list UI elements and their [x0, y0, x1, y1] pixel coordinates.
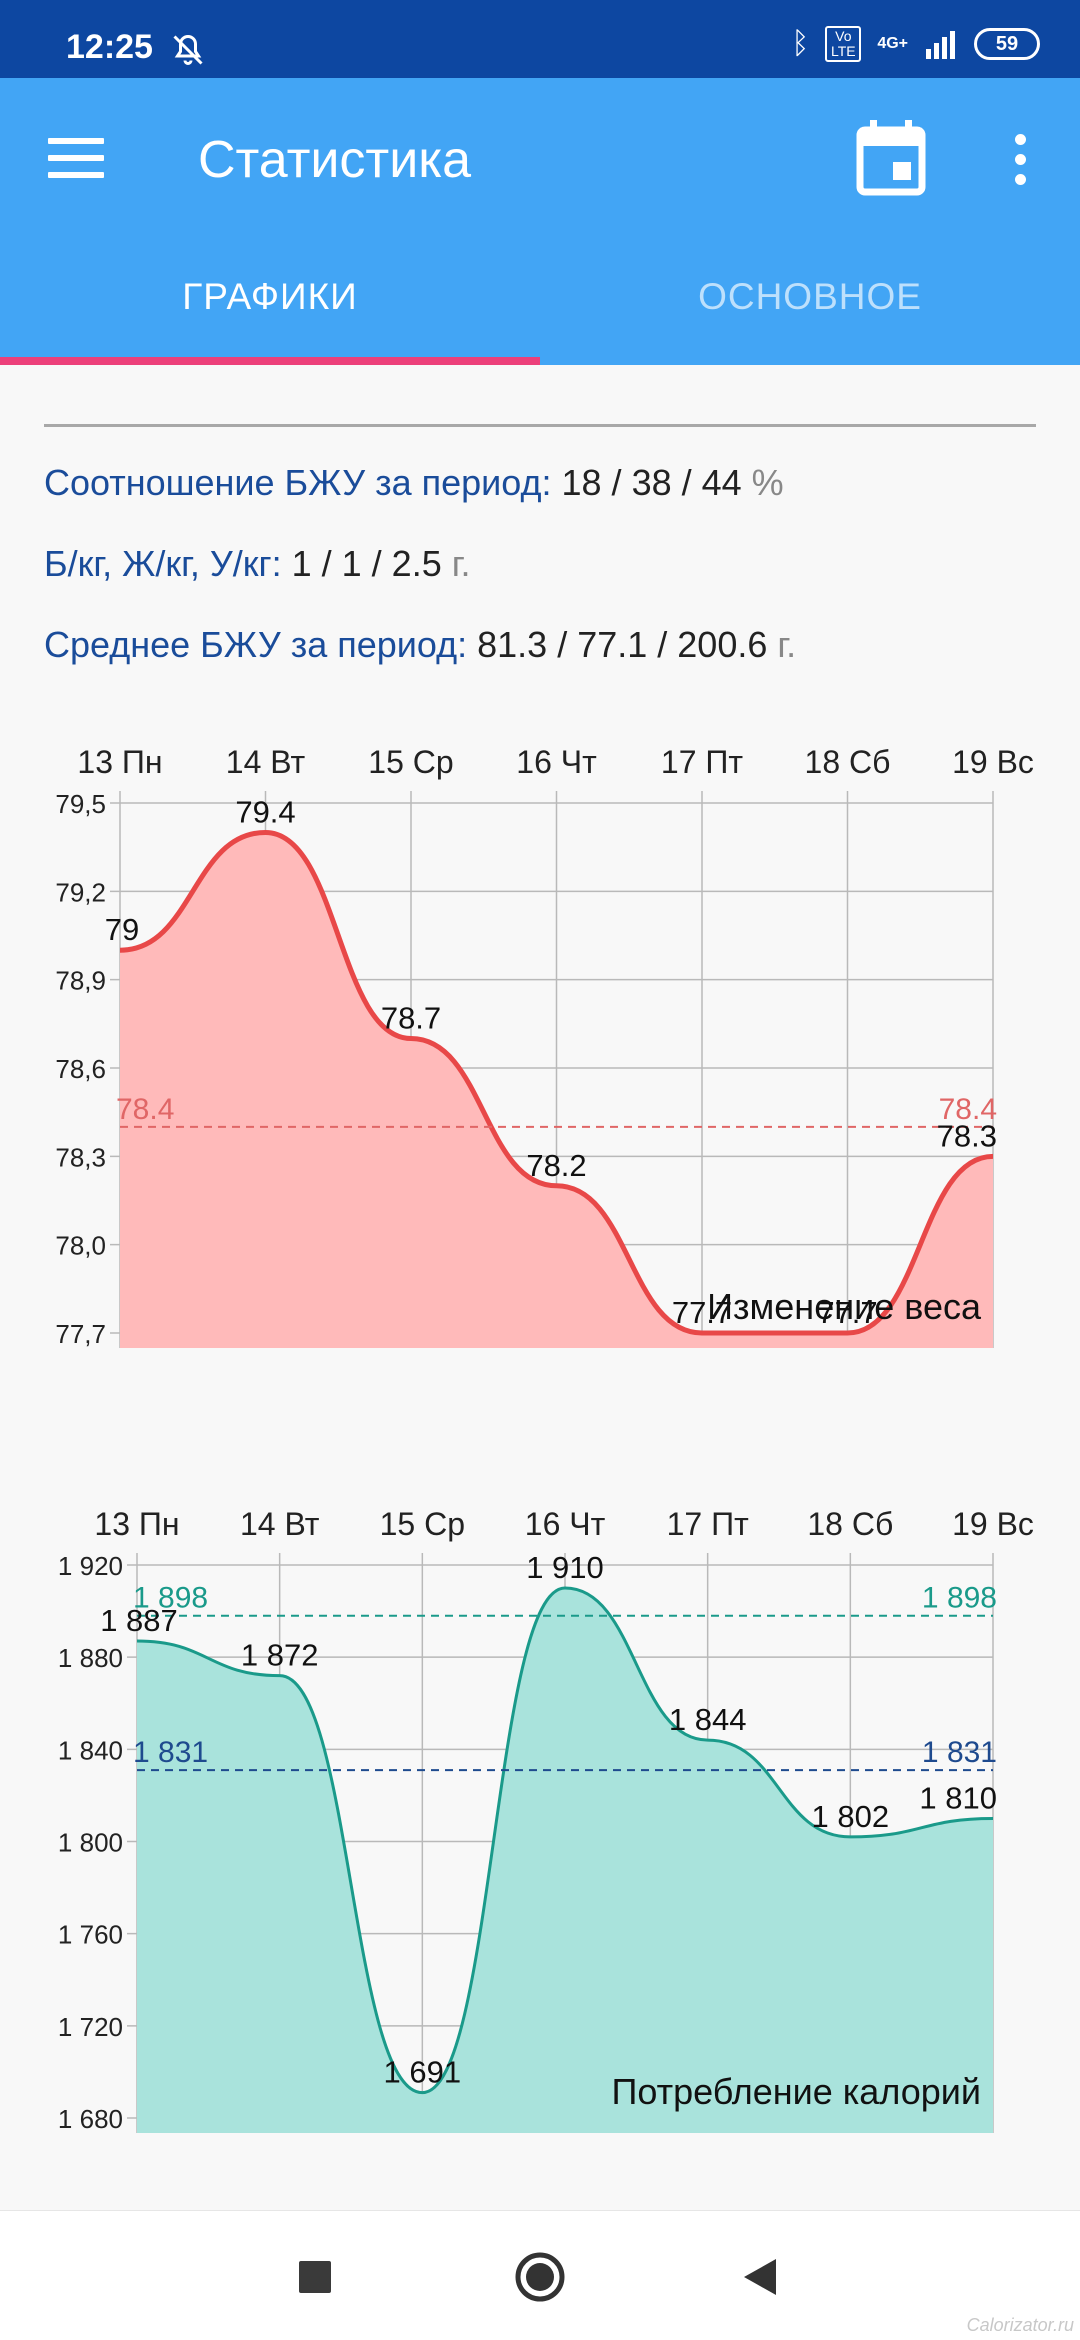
weight-data-label: 77.7 — [672, 1295, 732, 1330]
calories-data-label: 1 802 — [812, 1799, 890, 1834]
weight-area-fill — [120, 832, 993, 1348]
status-time: 12:25 — [66, 28, 153, 66]
home-button[interactable] — [514, 2251, 566, 2303]
stat-ratio: Соотношение БЖУ за период: 18 / 38 / 44 … — [44, 462, 784, 504]
bluetooth-icon: ᛒ — [791, 27, 810, 60]
calories-x-tick-label: 13 Пн — [94, 1506, 179, 1542]
calories-y-tick-label: 1 840 — [58, 1735, 123, 1765]
tab-main[interactable]: ОСНОВНОЕ — [698, 276, 922, 317]
weight-x-tick-label: 18 Сб — [805, 744, 891, 780]
page-title: Статистика — [198, 131, 472, 189]
back-button[interactable] — [742, 2257, 778, 2297]
weight-data-label: 77.7 — [817, 1295, 877, 1330]
weight-data-label: 78.7 — [381, 1001, 441, 1036]
calories-data-label: 1 887 — [100, 1603, 178, 1638]
weight-data-label: 79 — [105, 912, 139, 947]
calories-data-label: 1 910 — [526, 1550, 604, 1585]
battery-icon: 59 — [974, 28, 1040, 60]
calories-data-label: 1 844 — [669, 1702, 747, 1737]
weight-y-tick-label: 78,3 — [55, 1142, 106, 1172]
weight-y-tick-label: 78,9 — [55, 966, 106, 996]
tab-graphs[interactable]: ГРАФИКИ — [182, 276, 358, 317]
weight-reference-label-left: 78.4 — [116, 1093, 174, 1126]
stat-avg: Среднее БЖУ за период: 81.3 / 77.1 / 200… — [44, 624, 796, 666]
status-bar: 12:25 ᛒ Vo LTE 4G+ 59 — [0, 0, 1080, 78]
calories-x-tick-label: 16 Чт — [525, 1506, 606, 1542]
weight-chart: 13 Пн 14 Вт 15 Ср 16 Чт 17 Пт 18 Сб 19 Вс 79,5 7… — [55, 744, 1034, 1349]
stat-avg-label: Среднее БЖУ за период: — [44, 624, 468, 665]
calories-x-tick-label: 18 Сб — [807, 1506, 893, 1542]
calories-x-tick-label: 14 Вт — [240, 1506, 320, 1542]
weight-x-tick-label: 19 Вс — [952, 744, 1034, 780]
weight-y-tick-label: 78,6 — [55, 1054, 106, 1084]
calendar-icon[interactable] — [856, 120, 926, 196]
weight-series-line — [119, 829, 994, 1336]
status-icons: ᛒ Vo LTE 4G+ 59 — [791, 24, 1040, 64]
mute-icon — [173, 34, 203, 65]
calories-x-tick-label: 15 Ср — [380, 1506, 465, 1542]
more-vert-icon[interactable] — [1005, 134, 1035, 194]
calories-y-tick-label: 1 680 — [58, 2104, 123, 2134]
calories-y-tick-label: 1 800 — [58, 1828, 123, 1858]
hamburger-menu-icon[interactable] — [48, 138, 104, 186]
weight-data-label: 78.2 — [526, 1148, 586, 1183]
calories-area-fill — [137, 1588, 993, 2133]
calories-y-tick-label: 1 880 — [58, 1643, 123, 1673]
calories-x-tick-label: 17 Пт — [667, 1506, 749, 1542]
calories-y-tick-label: 1 760 — [58, 1920, 123, 1950]
stat-ratio-unit: % — [751, 462, 784, 503]
weight-x-tick-label: 14 Вт — [226, 744, 306, 780]
battery-level: 59 — [995, 33, 1019, 55]
stat-avg-value: 81.3 / 77.1 / 200.6 — [477, 624, 768, 665]
weight-x-tick-label: 16 Чт — [516, 744, 597, 780]
stat-ratio-label: Соотношение БЖУ за период: — [44, 462, 552, 503]
calories-data-label: 1 691 — [384, 2055, 462, 2090]
calories-data-label: 1 872 — [241, 1638, 319, 1673]
recents-button[interactable] — [299, 2261, 331, 2293]
calories-reference-label-left: 1 831 — [133, 1736, 208, 1769]
weight-x-tick-label: 13 Пн — [77, 744, 162, 780]
calories-y-tick-label: 1 920 — [58, 1551, 123, 1581]
weight-reference-label-right: 78.4 — [939, 1093, 997, 1126]
weight-chart-title: Изменение веса — [707, 1286, 982, 1327]
weight-x-tick-label: 17 Пт — [661, 744, 743, 780]
app-bar: Статистика ГРАФИКИ ОСНОВНОЕ — [0, 78, 1080, 365]
calories-y-tick-label: 1 720 — [58, 2012, 123, 2042]
weight-y-tick-label: 78,0 — [55, 1231, 106, 1261]
volte-badge: Vo LTE — [825, 26, 862, 62]
calories-chart-title: Потребление калорий — [611, 2071, 981, 2112]
calories-data-label: 1 810 — [919, 1780, 997, 1815]
calories-chart: 13 Пн 14 Вт 15 Ср 16 Чт 17 Пт 18 Сб 19 Вс 1 920… — [58, 1506, 1034, 2134]
signal-icon — [926, 31, 955, 59]
weight-data-label: 78.3 — [937, 1118, 997, 1153]
stat-ratio-value: 18 / 38 / 44 — [561, 462, 742, 503]
stat-perkg-unit: г. — [451, 543, 471, 584]
weight-data-label: 79.4 — [235, 794, 295, 829]
calories-reference-label-left: 1 898 — [133, 1582, 208, 1615]
calories-reference-label-right: 1 898 — [922, 1582, 997, 1615]
weight-y-tick-label: 79,5 — [55, 789, 106, 819]
calories-reference-label-right: 1 831 — [922, 1736, 997, 1769]
system-nav-bar — [0, 2210, 1080, 2340]
stat-perkg: Б/кг, Ж/кг, У/кг: 1 / 1 / 2.5 г. — [44, 543, 471, 585]
stat-perkg-value: 1 / 1 / 2.5 — [291, 543, 442, 584]
stat-avg-unit: г. — [777, 624, 797, 665]
calories-x-tick-label: 19 Вс — [952, 1506, 1034, 1542]
weight-x-tick-label: 15 Ср — [368, 744, 453, 780]
active-tab-indicator — [0, 357, 540, 365]
watermark: Calorizator.ru — [966, 2315, 1074, 2335]
weight-y-tick-label: 77,7 — [55, 1319, 106, 1349]
stat-perkg-label: Б/кг, Ж/кг, У/кг: — [44, 543, 282, 584]
network-type: 4G+ — [877, 35, 908, 52]
divider — [44, 424, 1036, 427]
weight-y-tick-label: 79,2 — [55, 877, 106, 907]
calories-series-line — [136, 1586, 994, 2095]
